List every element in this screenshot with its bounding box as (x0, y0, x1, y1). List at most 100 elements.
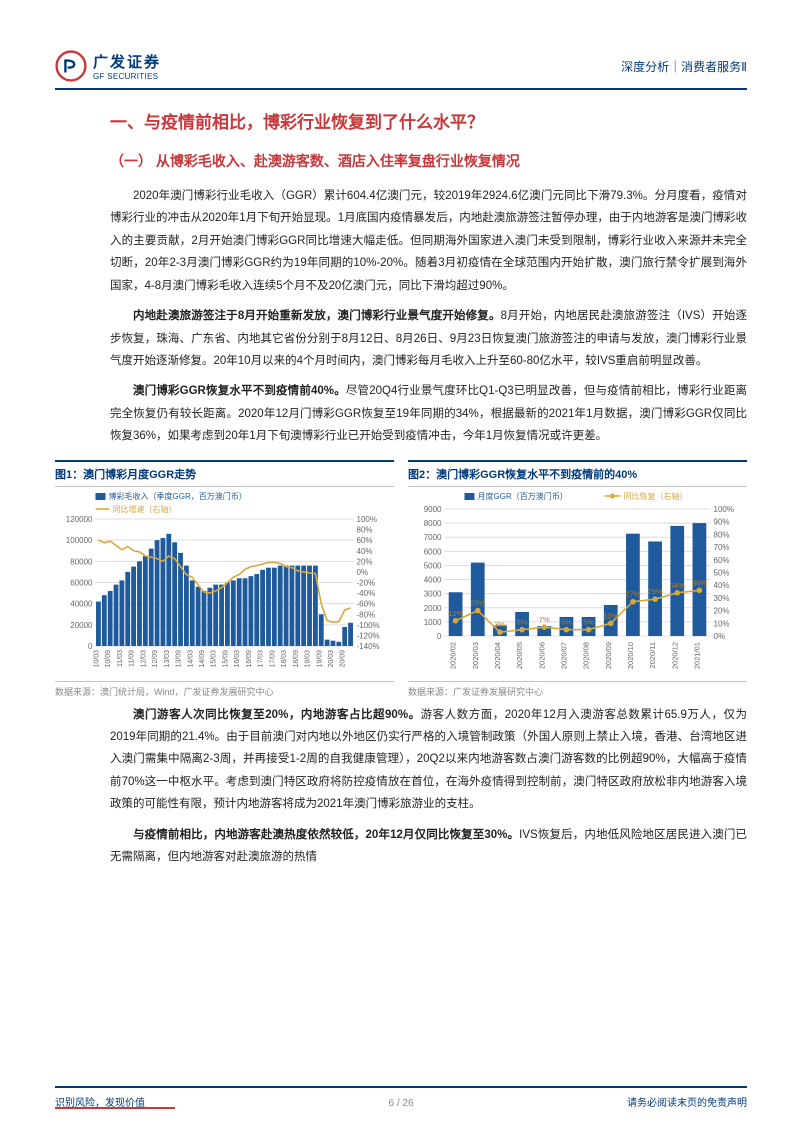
svg-text:80%: 80% (714, 530, 730, 539)
svg-text:2000: 2000 (424, 603, 442, 612)
svg-text:60000: 60000 (70, 578, 93, 587)
svg-text:2020/10: 2020/10 (626, 642, 635, 669)
svg-text:-40%: -40% (357, 589, 376, 598)
svg-text:2020/05: 2020/05 (515, 642, 524, 669)
svg-text:14/09: 14/09 (199, 650, 206, 668)
svg-text:同比恢复（右轴）: 同比恢复（右轴） (624, 491, 688, 501)
svg-text:2020/04: 2020/04 (493, 642, 502, 669)
p4-body: 游客人数方面，2020年12月入澳游客总数累计65.9万人，仅为2019年同期的… (110, 709, 747, 811)
svg-text:15/09: 15/09 (222, 650, 229, 668)
svg-text:80000: 80000 (70, 557, 93, 566)
svg-text:2020/07: 2020/07 (559, 642, 568, 669)
p5-bold: 与疫情前相比，内地游客赴澳热度依然较低，20年12月仅同比恢复至30%。 (133, 829, 519, 841)
svg-text:7%: 7% (539, 615, 550, 624)
svg-text:5%: 5% (561, 617, 572, 626)
chart2-svg: 月度GGR（百万澳门币） 同比恢复（右轴） 0 1000 2000 3000 4000 500… (408, 491, 747, 676)
svg-text:4000: 4000 (424, 575, 442, 584)
paragraph-4: 澳门游客人次同比恢复至20%，内地游客占比超90%。游客人数方面，2020年12… (110, 704, 747, 816)
svg-text:17/09: 17/09 (269, 650, 276, 668)
svg-text:-100%: -100% (357, 620, 380, 629)
svg-text:10/03: 10/03 (93, 650, 100, 668)
svg-text:16/09: 16/09 (246, 650, 253, 668)
logo: 广发证券 GF SECURITIES (55, 50, 161, 82)
svg-text:17/03: 17/03 (258, 650, 265, 668)
svg-text:9000: 9000 (424, 505, 442, 514)
p2-bold: 内地赴澳旅游签注于8月开始重新发放，澳门博彩行业景气度开始修复。 (133, 310, 501, 322)
svg-text:5000: 5000 (424, 561, 442, 570)
svg-text:11/09: 11/09 (129, 650, 136, 667)
svg-text:-140%: -140% (357, 642, 380, 651)
logo-cn: 广发证券 (93, 51, 161, 72)
svg-text:0%: 0% (714, 632, 726, 641)
svg-text:70%: 70% (714, 543, 730, 552)
svg-text:2020/03: 2020/03 (471, 642, 480, 669)
paragraph-5: 与疫情前相比，内地游客赴澳热度依然较低，20年12月仅同比恢复至30%。IVS恢… (110, 824, 747, 869)
svg-text:2020/08: 2020/08 (582, 642, 591, 669)
section-heading: 一、与疫情前相比，博彩行业恢复到了什么水平？ (110, 108, 747, 133)
svg-text:2021/01: 2021/01 (692, 642, 701, 669)
svg-text:月度GGR（百万澳门币）: 月度GGR（百万澳门币） (478, 491, 568, 501)
chart2-title: 图2：澳门博彩GGR恢复水平不到疫情前的40% (408, 460, 747, 487)
svg-text:19/03: 19/03 (305, 650, 312, 668)
svg-text:20%: 20% (714, 606, 730, 615)
svg-text:3%: 3% (494, 620, 505, 629)
svg-text:2020/02: 2020/02 (449, 642, 458, 669)
chart1-source: 数据来源：澳门统计局，Wind，广发证券发展研究中心 (55, 681, 394, 698)
svg-text:2020/09: 2020/09 (604, 642, 613, 669)
p3-bold: 澳门博彩GGR恢复水平不到疫情前40%。 (133, 385, 346, 397)
svg-text:120000: 120000 (66, 515, 93, 524)
svg-text:19/09: 19/09 (316, 650, 323, 668)
svg-text:0: 0 (88, 642, 93, 651)
svg-text:60%: 60% (714, 555, 730, 564)
svg-text:100%: 100% (357, 515, 377, 524)
svg-text:30%: 30% (714, 594, 730, 603)
svg-text:60%: 60% (357, 536, 373, 545)
paragraph-2: 内地赴澳旅游签注于8月开始重新发放，澳门博彩行业景气度开始修复。8月开始，内地居… (110, 305, 747, 372)
footer-right: 请务必阅读末页的免责声明 (627, 1094, 747, 1109)
svg-text:36%: 36% (692, 578, 707, 587)
svg-text:20%: 20% (470, 598, 485, 607)
svg-text:5%: 5% (517, 617, 528, 626)
footer-left: 识别风险，发现价值 (55, 1094, 145, 1109)
svg-text:80%: 80% (357, 525, 373, 534)
svg-text:-20%: -20% (357, 578, 376, 587)
svg-text:100000: 100000 (66, 536, 93, 545)
svg-text:18/03: 18/03 (281, 650, 288, 668)
logo-icon (55, 50, 87, 82)
svg-text:15/03: 15/03 (211, 650, 218, 668)
footer: 识别风险，发现价值 6 / 26 请务必阅读末页的免责声明 (55, 1086, 747, 1109)
header: 广发证券 GF SECURITIES 深度分析｜消费者服务Ⅱ (55, 50, 747, 90)
svg-text:-60%: -60% (357, 599, 376, 608)
svg-text:同比增速（右轴）: 同比增速（右轴） (113, 504, 177, 514)
svg-text:11/03: 11/03 (117, 650, 124, 667)
svg-text:40%: 40% (357, 546, 373, 555)
subsection-heading: （一） 从博彩毛收入、赴澳游客数、酒店入住率复盘行业恢复情况 (110, 151, 747, 171)
svg-text:29%: 29% (648, 587, 663, 596)
svg-text:-80%: -80% (357, 610, 376, 619)
svg-text:13/09: 13/09 (176, 650, 183, 668)
svg-text:20/09: 20/09 (340, 650, 347, 668)
svg-text:20%: 20% (357, 557, 373, 566)
logo-en: GF SECURITIES (93, 72, 161, 81)
chart1-svg: 博彩毛收入（季度GGR，百万澳门币）同比增速（右轴）02000040000600… (55, 491, 394, 676)
svg-text:0: 0 (437, 632, 442, 641)
svg-text:8000: 8000 (424, 519, 442, 528)
svg-text:12%: 12% (448, 608, 463, 617)
svg-text:12/09: 12/09 (152, 650, 159, 668)
header-category: 深度分析｜消费者服务Ⅱ (621, 58, 747, 75)
svg-text:50%: 50% (714, 568, 730, 577)
svg-text:27%: 27% (625, 589, 640, 598)
svg-text:18/09: 18/09 (293, 650, 300, 668)
svg-text:10%: 10% (714, 619, 730, 628)
svg-text:2020/11: 2020/11 (648, 642, 657, 669)
p4-bold: 澳门游客人次同比恢复至20%，内地游客占比超90%。 (133, 709, 421, 721)
svg-text:40000: 40000 (70, 599, 93, 608)
svg-text:6000: 6000 (424, 547, 442, 556)
svg-text:90%: 90% (714, 517, 730, 526)
chart1-box: 图1：澳门博彩月度GGR走势 博彩毛收入（季度GGR，百万澳门币）同比增速（右轴… (55, 460, 394, 698)
svg-text:3000: 3000 (424, 589, 442, 598)
chart1-title: 图1：澳门博彩月度GGR走势 (55, 460, 394, 487)
svg-text:12/03: 12/03 (140, 650, 147, 668)
svg-text:1000: 1000 (424, 618, 442, 627)
svg-text:0%: 0% (357, 568, 369, 577)
